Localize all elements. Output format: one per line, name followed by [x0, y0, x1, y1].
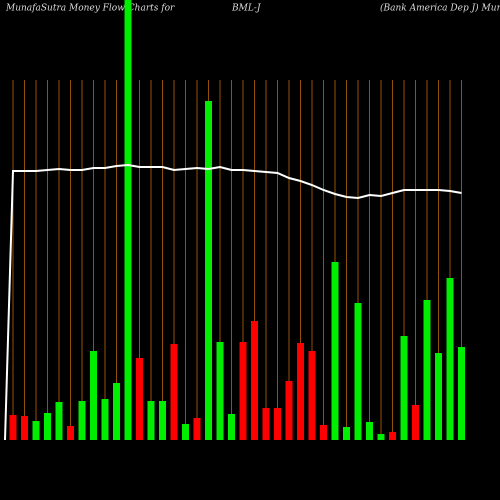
bar [21, 416, 28, 440]
bar [262, 408, 270, 440]
bar [297, 343, 304, 440]
bar [412, 405, 419, 440]
bar [101, 399, 109, 440]
bar [78, 401, 86, 440]
chart-symbol: BML-J [231, 4, 262, 14]
bar [458, 347, 465, 440]
bar [423, 300, 431, 440]
bar [124, 0, 132, 440]
bar [400, 336, 408, 440]
bar [343, 427, 350, 440]
bar [366, 422, 373, 440]
bar [113, 383, 120, 440]
bar [377, 434, 385, 440]
bar [55, 402, 63, 440]
bar [354, 303, 362, 440]
bar [182, 424, 189, 440]
bar [193, 418, 201, 440]
bar [136, 358, 143, 440]
bar [205, 101, 212, 440]
bar [285, 381, 293, 440]
bar [159, 401, 166, 440]
bar [435, 353, 442, 440]
bar [239, 342, 247, 440]
bar [228, 414, 235, 440]
bar [216, 342, 224, 440]
chart-title: MunafaSutra Money Flow Charts for [5, 4, 175, 14]
bar [331, 262, 339, 440]
bar [308, 351, 316, 440]
bar [44, 413, 51, 440]
bar [251, 321, 258, 440]
bar [320, 425, 327, 440]
bar [32, 421, 40, 440]
chart-subtitle: (Bank America Dep J) MunafaSutra.com [380, 3, 500, 14]
money-flow-line [4, 163, 462, 441]
bar [147, 401, 155, 440]
bar [446, 278, 454, 440]
bar [67, 426, 74, 440]
bar [170, 344, 178, 440]
bar [389, 432, 396, 440]
bar [274, 408, 281, 440]
bar [90, 351, 97, 440]
bar [9, 415, 17, 440]
